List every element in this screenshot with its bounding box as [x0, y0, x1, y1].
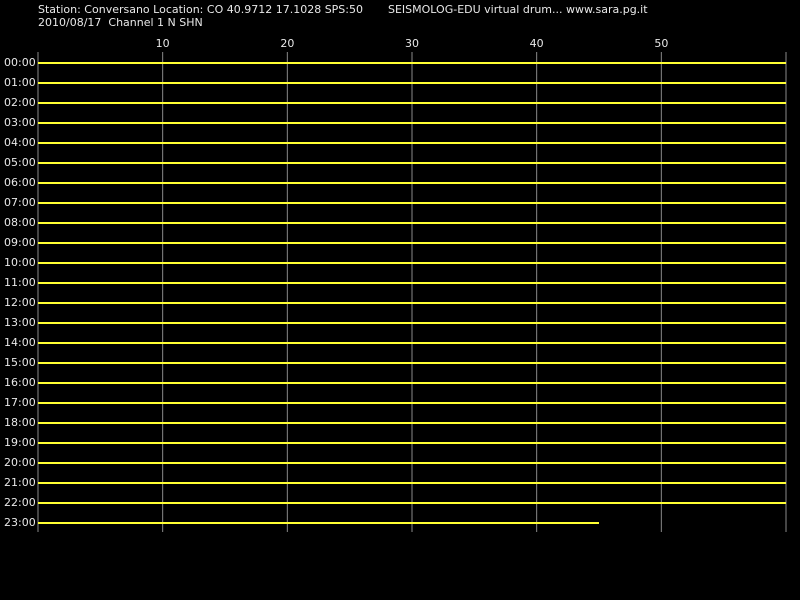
- row-label: 11:00: [4, 276, 36, 289]
- row-label: 04:00: [4, 136, 36, 149]
- row-label: 23:00: [4, 516, 36, 529]
- row-label: 17:00: [4, 396, 36, 409]
- row-label: 15:00: [4, 356, 36, 369]
- row-label: 18:00: [4, 416, 36, 429]
- row-label: 20:00: [4, 456, 36, 469]
- chart-title: Station: Conversano Location: CO 40.9712…: [38, 3, 363, 16]
- x-tick-label: 40: [530, 37, 544, 50]
- row-label: 06:00: [4, 176, 36, 189]
- row-label: 03:00: [4, 116, 36, 129]
- row-label: 07:00: [4, 196, 36, 209]
- row-label: 21:00: [4, 476, 36, 489]
- x-tick-label: 10: [156, 37, 170, 50]
- row-label: 19:00: [4, 436, 36, 449]
- row-label: 09:00: [4, 236, 36, 249]
- chart-subtitle: 2010/08/17 Channel 1 N SHN: [38, 16, 203, 29]
- row-label: 01:00: [4, 76, 36, 89]
- row-label: 10:00: [4, 256, 36, 269]
- row-label: 22:00: [4, 496, 36, 509]
- x-tick-label: 50: [654, 37, 668, 50]
- row-label: 02:00: [4, 96, 36, 109]
- annotation: SEISMOLOG-EDU virtual drum... www.sara.p…: [388, 3, 648, 16]
- row-label: 08:00: [4, 216, 36, 229]
- row-label: 14:00: [4, 336, 36, 349]
- row-label: 05:00: [4, 156, 36, 169]
- row-label: 12:00: [4, 296, 36, 309]
- x-tick-label: 30: [405, 37, 419, 50]
- x-tick-label: 20: [280, 37, 294, 50]
- row-label: 13:00: [4, 316, 36, 329]
- row-label: 16:00: [4, 376, 36, 389]
- row-label: 00:00: [4, 56, 36, 69]
